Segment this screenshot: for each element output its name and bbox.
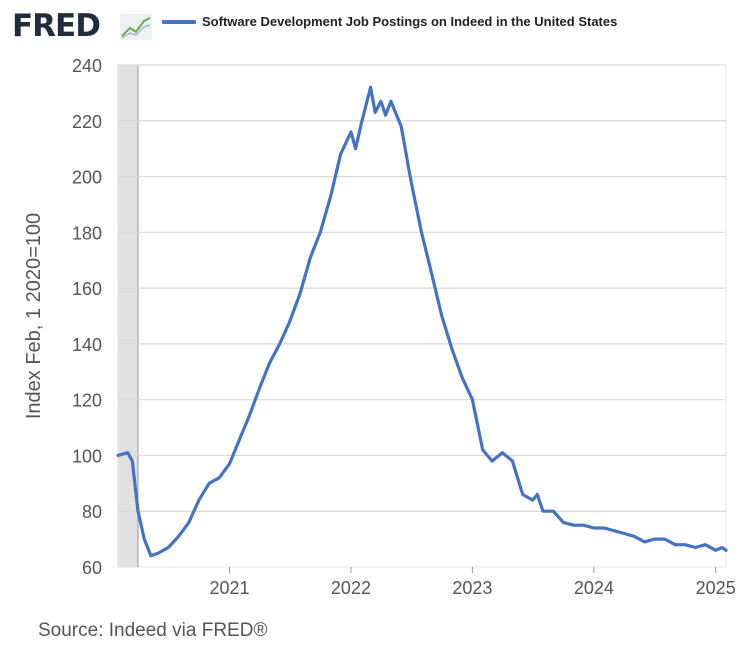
y-axis-label: Index Feb, 1 2020=100 <box>23 213 45 419</box>
recession-band <box>118 65 138 567</box>
legend-label: Software Development Job Postings on Ind… <box>202 14 618 29</box>
plot-area <box>117 64 727 568</box>
y-tick-label: 180 <box>72 223 102 243</box>
y-tick-label: 80 <box>82 502 102 522</box>
x-tick-label: 2025 <box>696 578 736 598</box>
x-tick-label: 2023 <box>452 578 492 598</box>
y-tick-label: 140 <box>72 335 102 355</box>
y-tick-label: 120 <box>72 391 102 411</box>
fred-logo: FRED <box>12 8 101 44</box>
line-chart: 60 80 100 120 140 160 180 200 220 240 2021 2022 2023… <box>23 56 736 598</box>
y-tick-label: 240 <box>72 56 102 76</box>
chart-header: FRED Software Development Job Postings o… <box>0 0 740 50</box>
x-tick-label: 2022 <box>331 578 371 598</box>
legend-swatch <box>162 20 196 24</box>
y-tick-label: 200 <box>72 168 102 188</box>
source-note: Source: Indeed via FRED® <box>38 620 268 641</box>
x-tick-label: 2021 <box>209 578 249 598</box>
trend-line-icon <box>120 14 152 40</box>
series-line <box>116 85 728 558</box>
y-tick-label: 220 <box>72 112 102 132</box>
y-tick-label: 100 <box>72 446 102 466</box>
x-tick-label: 2024 <box>574 578 614 598</box>
y-tick-label: 60 <box>82 558 102 578</box>
y-tick-label: 160 <box>72 279 102 299</box>
